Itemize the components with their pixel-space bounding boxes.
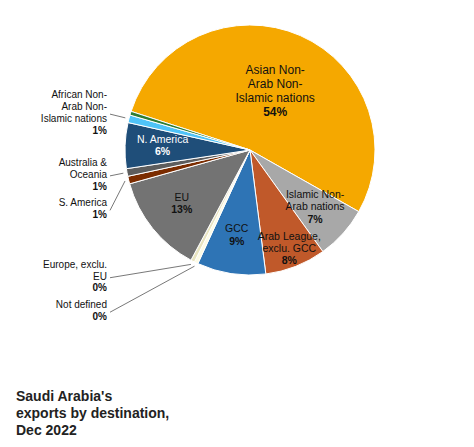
title: Saudi Arabia'sexports by destination,Dec…: [16, 388, 169, 438]
data-label: N. America6%: [137, 133, 189, 157]
data-label: Arab League,exclu. GCC8%: [258, 230, 321, 267]
label-line: Europe, exclu.: [43, 259, 107, 270]
category-label: EU: [174, 191, 189, 203]
data-label: S. America1%: [59, 197, 108, 220]
label-line: Oceania: [70, 169, 108, 180]
category-label: Islamic Non-Arab nations: [286, 188, 345, 212]
leader-line: [110, 264, 191, 277]
label-line: Asian Non-: [245, 63, 304, 77]
label-line: N. America: [137, 133, 189, 145]
data-label: African Non-Arab Non-Islamic nations1%: [41, 89, 107, 135]
chart: Saudi Arabia'sexports by destination,Dec…: [0, 0, 474, 447]
wedges: [125, 25, 375, 275]
label-line: Arab nations: [286, 200, 345, 212]
label-line: Islamic nations: [235, 91, 314, 105]
background: [0, 0, 474, 447]
data-label: EU13%: [171, 191, 193, 215]
category-label: Europe, exclu.EU: [43, 259, 107, 282]
label-line: Islamic Non-: [286, 188, 345, 200]
labels: Asian Non-Arab Non-Islamic nations54%Isl…: [41, 63, 345, 322]
label-line: Arab Non-: [61, 101, 107, 112]
label-line: Arab League,: [258, 230, 321, 242]
data-label: Australia &Oceania1%: [59, 157, 108, 192]
title-line: Saudi Arabia's: [16, 388, 112, 404]
value-label: 1%: [93, 125, 108, 136]
value-label: 0%: [93, 311, 108, 322]
data-label: GCC9%: [225, 222, 249, 246]
category-label: Asian Non-Arab Non-Islamic nations: [235, 63, 314, 105]
label-line: EU: [93, 271, 107, 282]
label-line: African Non-: [51, 89, 107, 100]
label-line: Arab Non-: [248, 77, 303, 91]
label-line: GCC: [225, 222, 249, 234]
title-line: exports by destination,: [16, 405, 169, 421]
category-label: African Non-Arab Non-Islamic nations: [41, 89, 107, 124]
label-line: Not defined: [56, 299, 107, 310]
label-line: Islamic nations: [41, 113, 107, 124]
label-line: EU: [174, 191, 189, 203]
category-label: S. America: [59, 197, 108, 208]
value-label: 54%: [263, 105, 287, 119]
value-label: 0%: [93, 282, 108, 293]
value-label: 7%: [307, 213, 323, 225]
pie-slice: [130, 111, 250, 150]
data-label: Asian Non-Arab Non-Islamic nations54%: [235, 63, 314, 119]
value-label: 6%: [155, 145, 171, 157]
title-line: Dec 2022: [16, 422, 77, 438]
data-label: Islamic Non-Arab nations7%: [286, 188, 345, 225]
label-line: Australia &: [59, 157, 108, 168]
label-line: S. America: [59, 197, 108, 208]
leader-line: [110, 114, 125, 118]
category-label: Australia &Oceania: [59, 157, 108, 180]
data-label: Europe, exclu.EU0%: [43, 259, 107, 294]
leader-line: [110, 173, 123, 176]
value-label: 8%: [282, 254, 298, 266]
value-label: 13%: [171, 203, 193, 215]
label-line: exclu. GCC: [262, 242, 316, 254]
leader-line: [110, 181, 125, 210]
value-label: 1%: [93, 209, 108, 220]
category-label: N. America: [137, 133, 189, 145]
data-label: Not defined0%: [56, 299, 107, 322]
leader-line: [110, 266, 194, 312]
category-label: GCC: [225, 222, 249, 234]
value-label: 1%: [93, 181, 108, 192]
value-label: 9%: [229, 235, 245, 247]
category-label: Not defined: [56, 299, 107, 310]
category-label: Arab League,exclu. GCC: [258, 230, 321, 254]
